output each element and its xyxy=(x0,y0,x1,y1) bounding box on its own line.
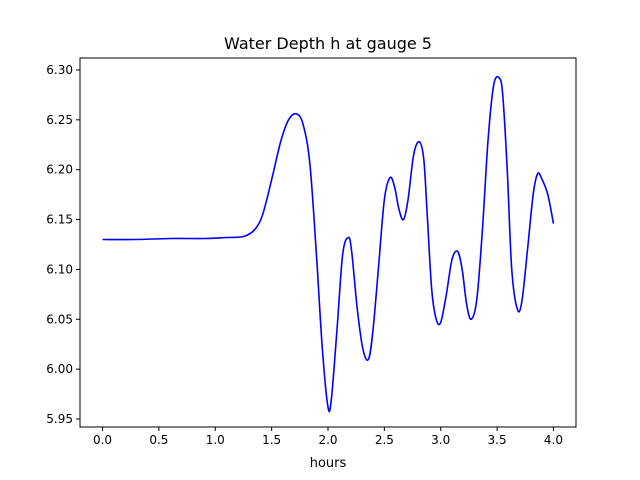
x-tick-label: 1.0 xyxy=(206,433,225,447)
series-layer xyxy=(102,75,555,413)
y-tick-label: 6.10 xyxy=(46,262,73,276)
x-tick-label: 3.0 xyxy=(431,433,450,447)
y-tick-label: 5.95 xyxy=(46,412,73,426)
y-tick-label: 6.20 xyxy=(46,163,73,177)
x-tick-label: 0.5 xyxy=(149,433,168,447)
x-tick-label: 1.5 xyxy=(262,433,281,447)
series-line xyxy=(102,75,555,413)
x-tick-label: 2.5 xyxy=(375,433,394,447)
y-tick-label: 6.30 xyxy=(46,63,73,77)
y-tick-label: 6.05 xyxy=(46,312,73,326)
x-tick-label: 3.5 xyxy=(488,433,507,447)
chart-title: Water Depth h at gauge 5 xyxy=(224,34,432,53)
axis-ticks: 0.0 0.5 1.0 1.5 2.0 2.5 3.0 3.5 4.0 5.95 6.00 6.05 6… xyxy=(46,63,563,447)
x-tick-label: 4.0 xyxy=(544,433,563,447)
y-tick-label: 6.00 xyxy=(46,362,73,376)
x-axis-label: hours xyxy=(310,456,347,471)
plot-frame xyxy=(79,57,577,428)
x-tick-label: 2.0 xyxy=(318,433,337,447)
y-tick-label: 6.15 xyxy=(46,213,73,227)
y-tick-label: 6.25 xyxy=(46,113,73,127)
x-tick-label: 0.0 xyxy=(93,433,112,447)
